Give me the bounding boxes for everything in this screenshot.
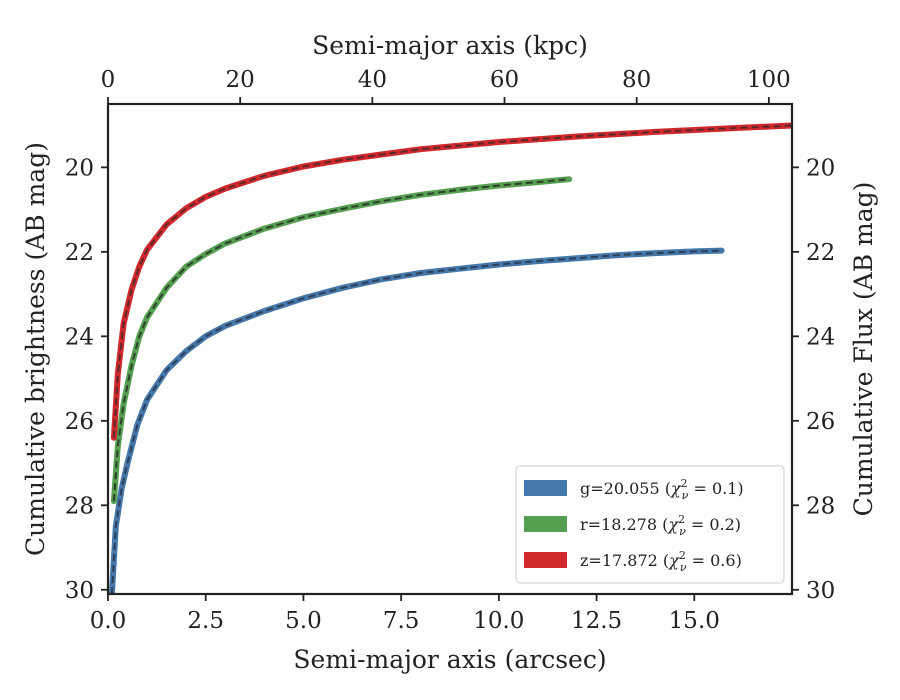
y-tick-label: 22 [65, 240, 94, 266]
model-line-z [112, 124, 792, 438]
legend-label-z: z=17.872 (χ2 ν = 0.6) [580, 549, 742, 574]
y-right-tick-label: 28 [806, 493, 835, 519]
series-band-z [110, 122, 792, 441]
legend-swatch-z [524, 552, 567, 568]
x-axis-title: Semi-major axis (arcsec) [293, 645, 606, 674]
x-top-tick-label: 40 [358, 67, 387, 93]
model-line-r [112, 178, 570, 502]
y-tick-label: 26 [65, 409, 94, 435]
y-tick-label: 24 [65, 324, 94, 350]
legend: g=20.055 (χ2 ν = 0.1) r=18.278 (χ2 ν = 0.2… [515, 465, 785, 584]
y-right-tick-label: 24 [806, 324, 835, 350]
x-top-tick-label: 0 [101, 67, 116, 93]
legend-label-r: r=18.278 (χ2 ν = 0.2) [580, 513, 741, 538]
x-tick-label: 5.0 [285, 608, 322, 634]
axes-layer: 0.0 2.5 5.0 7.5 10.0 12.5 15.0 0 20 40 60 80 100 20 22… [65, 67, 836, 634]
y-right-tick-label: 30 [806, 578, 835, 604]
y-right-tick-label: 20 [806, 155, 835, 181]
x-top-tick-label: 20 [226, 67, 255, 93]
y-tick-label: 20 [65, 155, 94, 181]
x-tick-label: 12.5 [571, 608, 622, 634]
x-tick-label: 10.0 [473, 608, 524, 634]
y-tick-label: 30 [65, 578, 94, 604]
x-tick-label: 2.5 [187, 608, 224, 634]
series-band-r [110, 176, 573, 505]
y-tick-label: 28 [65, 493, 94, 519]
plot-frame [106, 102, 794, 596]
x-tick-label: 0.0 [90, 608, 127, 634]
legend-box [515, 465, 785, 584]
legend-label-g: g=20.055 (χ2 ν = 0.1) [580, 477, 744, 502]
x-tick-label: 7.5 [383, 608, 420, 634]
x-top-tick-label: 80 [622, 67, 651, 93]
y-axis-title: Cumulative brightness (AB mag) [21, 142, 50, 556]
y-right-tick-label: 26 [806, 409, 835, 435]
model-line-g [110, 249, 722, 594]
y-right-axis-title: Cumulative Flux (AB mag) [849, 182, 878, 517]
x-top-tick-label: 60 [490, 67, 519, 93]
x-tick-label: 15.0 [669, 608, 720, 634]
x-top-axis-title: Semi-major axis (kpc) [312, 31, 588, 60]
legend-swatch-r [524, 516, 567, 532]
y-right-tick-label: 22 [806, 240, 835, 266]
x-top-tick-label: 100 [747, 67, 791, 93]
legend-swatch-g [524, 480, 567, 496]
series-layer [108, 122, 792, 594]
